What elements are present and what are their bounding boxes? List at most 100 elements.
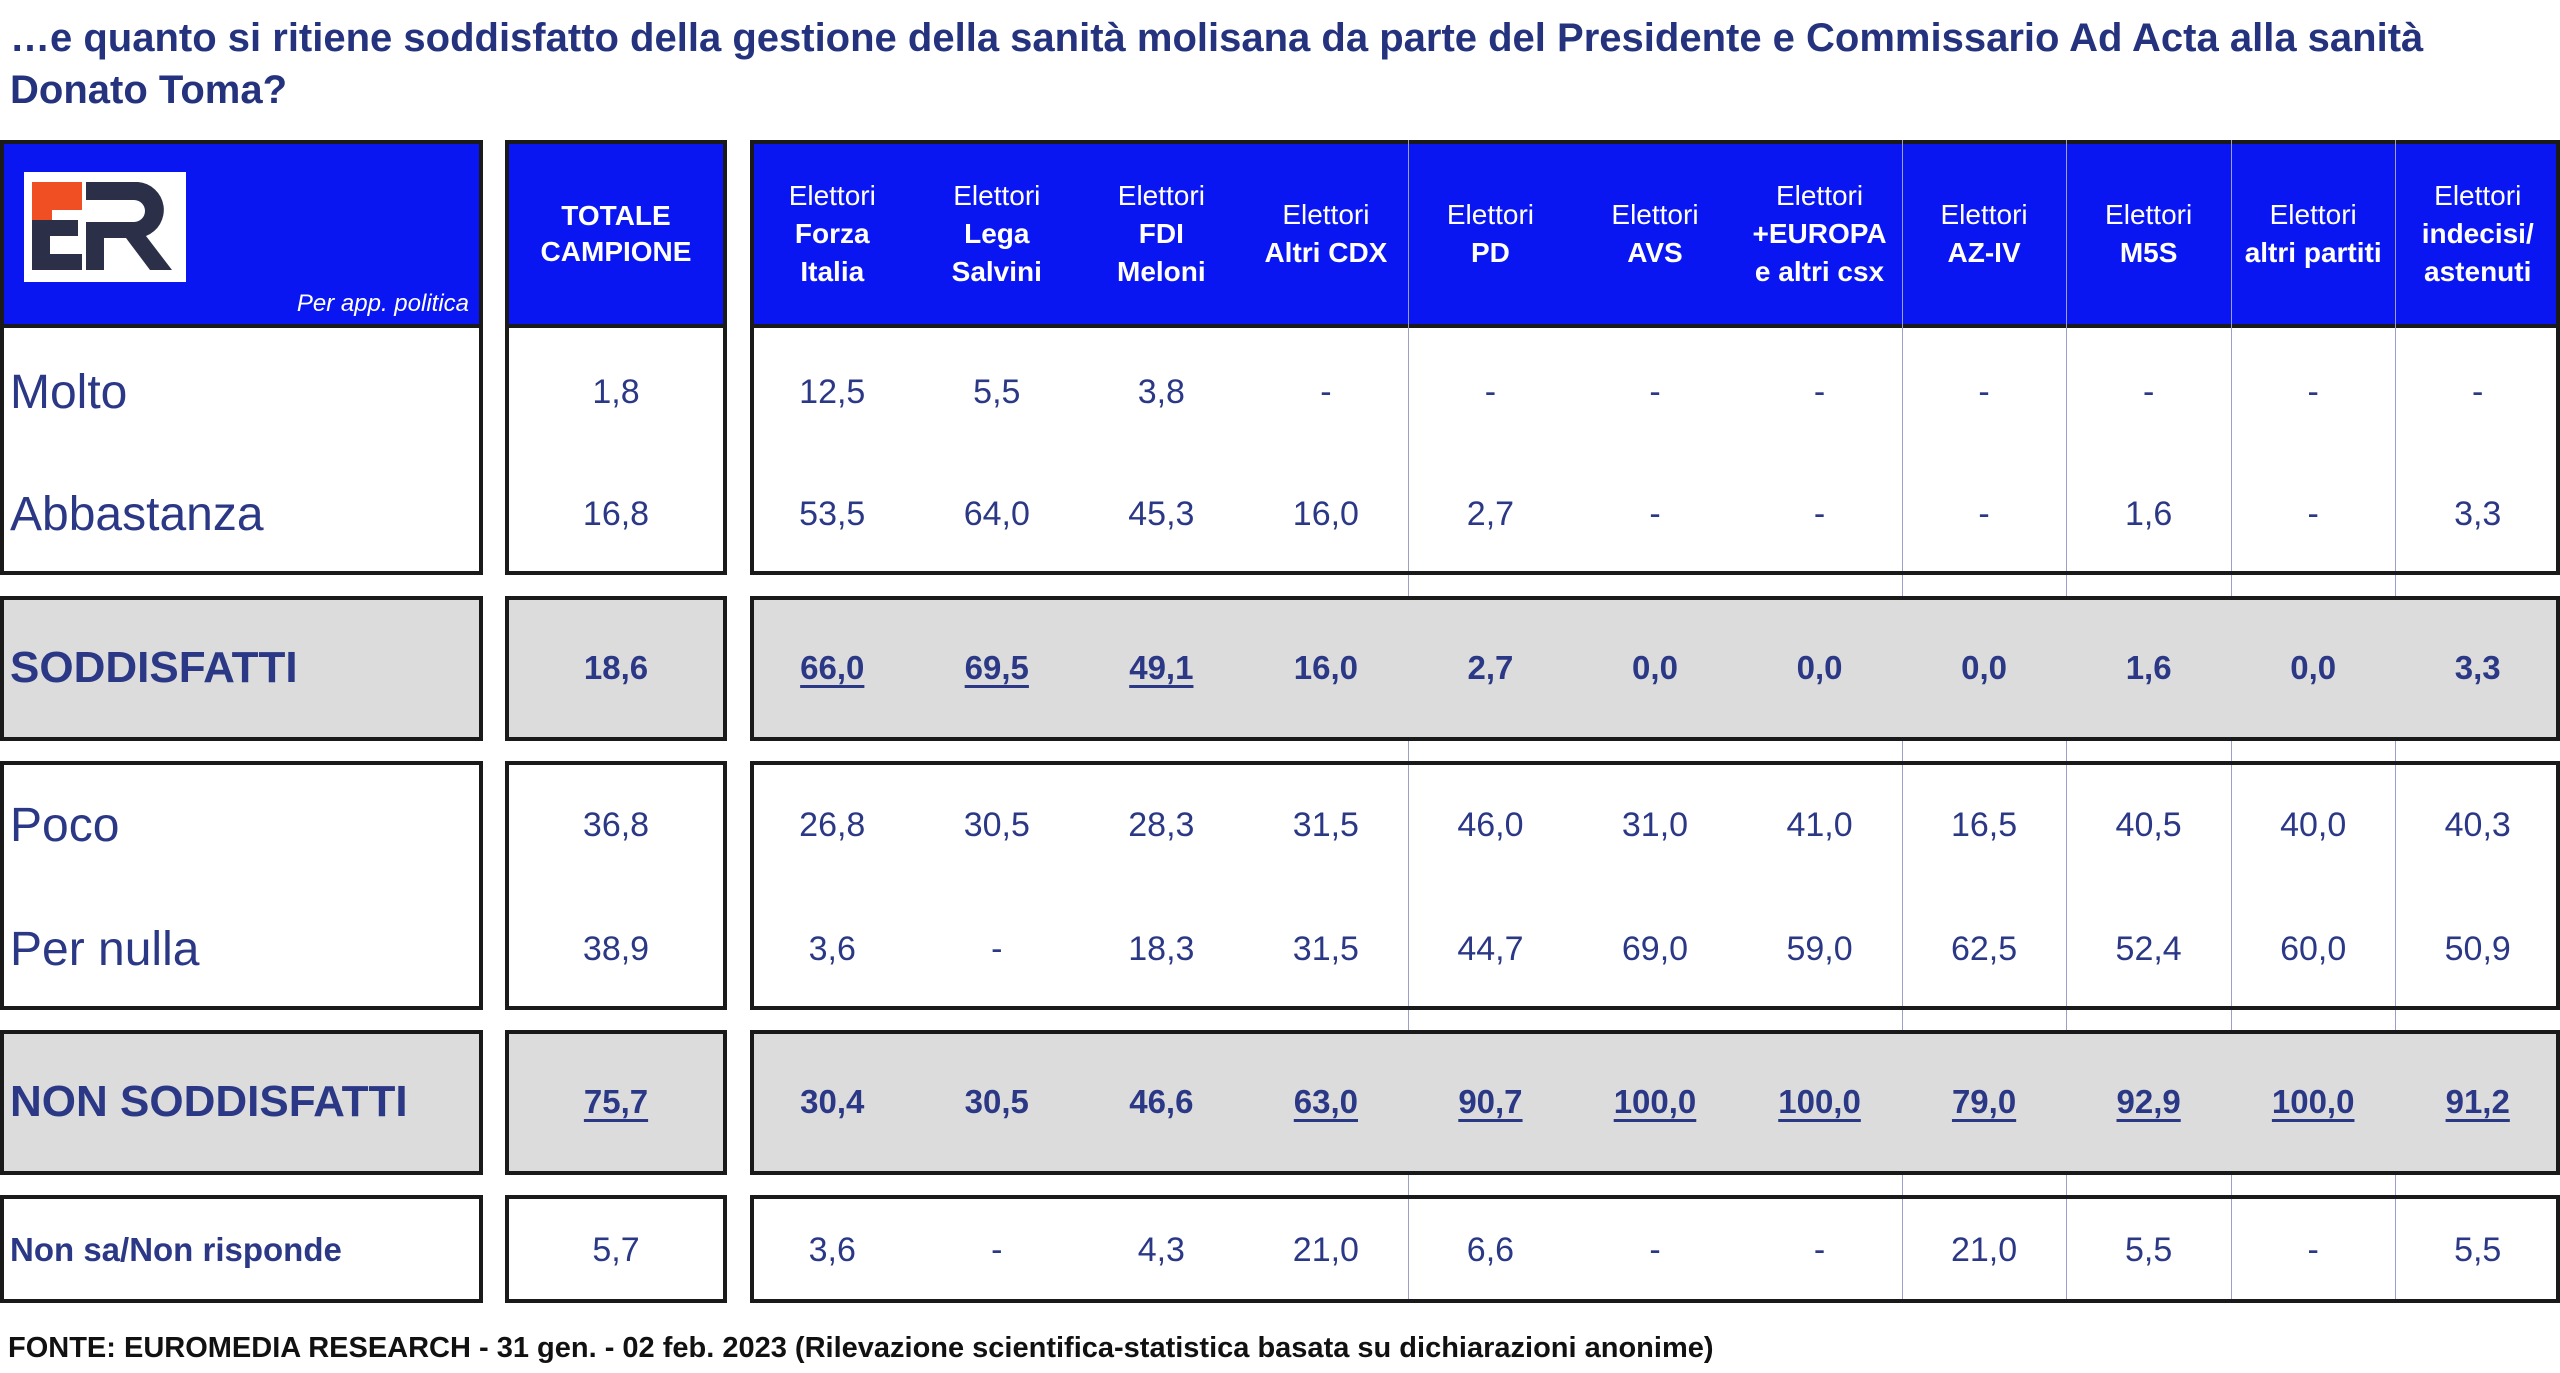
value-cell: - xyxy=(1813,494,1826,533)
row-group-box xyxy=(505,761,727,1010)
row-group-box xyxy=(505,596,727,741)
value-cell: 40,0 xyxy=(2280,805,2347,844)
column-header-line: Meloni xyxy=(1117,256,1206,287)
column-header-line: Elettori xyxy=(788,180,876,211)
value-cell: 1,6 xyxy=(2124,494,2173,533)
total-value: 75,7 xyxy=(583,1083,649,1120)
value-cell: - xyxy=(1649,494,1661,533)
column-header: Elettori AZ-IV xyxy=(1902,144,2067,324)
total-value: 5,7 xyxy=(592,1230,640,1269)
total-value: 38,9 xyxy=(582,929,650,968)
column-header-line: Elettori xyxy=(953,180,1041,211)
row-group-box xyxy=(0,1195,483,1303)
value-cell: - xyxy=(1649,1230,1661,1269)
value-cell: 31,0 xyxy=(1621,805,1689,844)
value-cell: - xyxy=(991,929,1003,968)
value-cell: - xyxy=(991,1230,1003,1269)
column-header-line: Lega xyxy=(964,218,1030,249)
column-header-line: Elettori xyxy=(2105,199,2193,230)
column-header: Elettori Lega Salvini xyxy=(915,144,1080,324)
row-label: Molto xyxy=(10,365,128,419)
row-label: SODDISFATTI xyxy=(10,643,298,692)
row-label: Non sa/Non risponde xyxy=(10,1231,342,1268)
value-cell: 3,6 xyxy=(808,929,856,968)
value-cell: 28,3 xyxy=(1128,805,1195,844)
value-cell: 18,3 xyxy=(1128,929,1195,968)
column-header: Elettori indecisi/astenuti xyxy=(2395,144,2560,324)
column-header-line: M5S xyxy=(2119,237,2178,268)
column-header-line: Salvini xyxy=(951,256,1042,287)
value-cell: 21,0 xyxy=(1292,1230,1359,1269)
column-header: Elettori M5S xyxy=(2066,144,2231,324)
value-cell: 40,3 xyxy=(2444,805,2511,844)
column-header-line: Elettori xyxy=(1611,199,1699,230)
value-cell: - xyxy=(1813,372,1826,411)
value-cell: 92,9 xyxy=(2116,1083,2181,1120)
value-cell: 50,9 xyxy=(2444,929,2511,968)
value-cell: 52,4 xyxy=(2115,929,2182,968)
value-cell: - xyxy=(1484,372,1497,411)
total-value: 18,6 xyxy=(583,649,649,686)
source-footer: FONTE: EUROMEDIA RESEARCH - 31 gen. - 02… xyxy=(8,1332,1714,1364)
value-cell: 5,5 xyxy=(2124,1230,2173,1269)
value-cell: 0,0 xyxy=(1632,649,1678,686)
value-cell: - xyxy=(1978,494,1990,533)
column-header-line: Elettori xyxy=(1282,199,1370,230)
value-cell: 4,3 xyxy=(1137,1230,1185,1269)
row-group-box xyxy=(750,1030,2560,1175)
value-cell: 63,0 xyxy=(1293,1083,1358,1120)
value-cell: 0,0 xyxy=(1796,649,1843,686)
column-header-line: Forza xyxy=(794,218,870,249)
column-header-line: Elettori xyxy=(2269,199,2357,230)
column-header: Elettori Altri CDX xyxy=(1244,144,1409,324)
value-cell: 69,5 xyxy=(964,649,1029,686)
value-cell: - xyxy=(1813,1230,1826,1269)
column-header: Elettori altri partiti xyxy=(2231,144,2396,324)
value-cell: 26,8 xyxy=(799,805,866,844)
row-label: Abbastanza xyxy=(10,487,264,541)
value-cell: 62,5 xyxy=(1950,929,2018,968)
value-cell: 2,7 xyxy=(1467,649,1514,686)
column-header-line: Elettori xyxy=(1775,180,1864,211)
column-header-line: AVS xyxy=(1627,237,1683,268)
column-header-line: altri partiti xyxy=(2244,237,2382,268)
value-cell: 1,6 xyxy=(2125,649,2172,686)
row-group-box xyxy=(750,1195,2560,1303)
value-cell: 64,0 xyxy=(963,494,1030,533)
column-header-line: FDI xyxy=(1138,218,1184,249)
row-group-box xyxy=(750,761,2560,1010)
value-cell: 30,5 xyxy=(963,805,1030,844)
row-group-box xyxy=(505,327,727,575)
value-cell: 90,7 xyxy=(1458,1083,1523,1120)
row-group-box xyxy=(0,327,483,575)
value-cell: 100,0 xyxy=(2271,1083,2355,1120)
row-group-box xyxy=(750,327,2560,575)
row-group-box xyxy=(0,596,483,741)
value-cell: 30,5 xyxy=(964,1083,1029,1120)
column-header-line: Elettori xyxy=(1117,180,1205,211)
value-cell: 53,5 xyxy=(799,494,866,533)
value-cell: 31,5 xyxy=(1292,805,1359,844)
value-cell: - xyxy=(2307,1230,2319,1269)
column-header: Elettori PD xyxy=(1408,144,1573,324)
value-cell: - xyxy=(2307,494,2319,533)
value-cell: 100,0 xyxy=(1613,1083,1697,1120)
header-total-line: CAMPIONE xyxy=(540,236,692,267)
column-header: Elettori +EUROPA e altri csx xyxy=(1737,144,1902,324)
row-group-box xyxy=(750,596,2560,741)
row-group-box xyxy=(0,1030,483,1175)
column-header-line: AZ-IV xyxy=(1947,237,2021,268)
row-group-box xyxy=(505,1030,727,1175)
value-cell: 3,8 xyxy=(1137,372,1185,411)
row-group-box xyxy=(505,1195,727,1303)
value-cell: 91,2 xyxy=(2445,1083,2510,1120)
column-header-line: e altri csx xyxy=(1754,256,1885,287)
value-cell: 3,3 xyxy=(2454,494,2502,533)
value-cell: 79,0 xyxy=(1951,1083,2017,1120)
row-label: NON SODDISFATTI xyxy=(10,1077,408,1126)
value-cell: - xyxy=(1320,372,1332,411)
value-cell: 3,3 xyxy=(2454,649,2501,686)
value-cell: 60,0 xyxy=(2280,929,2347,968)
column-header-line: PD xyxy=(1470,237,1510,268)
column-header-line: Elettori xyxy=(2434,180,2522,211)
